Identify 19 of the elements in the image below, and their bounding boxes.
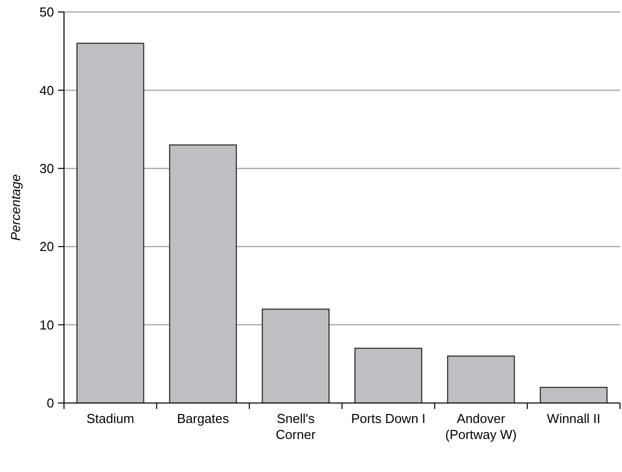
x-tick-label: Bargates [176,411,230,426]
x-tick-label: Andover (Portway W) [445,411,517,442]
bar [262,308,330,404]
y-tick-label: 10 [40,317,54,332]
y-tick-label: 30 [40,160,54,176]
y-tick-label: 0 [46,396,54,411]
bar [76,42,144,404]
x-tick-label: Snell's Corner [276,411,316,442]
bar [169,144,237,404]
y-tick-label: 40 [40,82,54,98]
bar [447,356,515,404]
x-tick-label: Ports Down I [351,411,426,426]
y-axis-title: Percentage [8,174,23,241]
x-tick-label: Stadium [86,411,134,426]
x-tick-label: Winnall II [546,411,600,426]
y-tick-label: 50 [40,4,54,20]
bar [540,386,608,404]
y-tick-label: 20 [40,239,54,254]
bar [354,348,422,404]
